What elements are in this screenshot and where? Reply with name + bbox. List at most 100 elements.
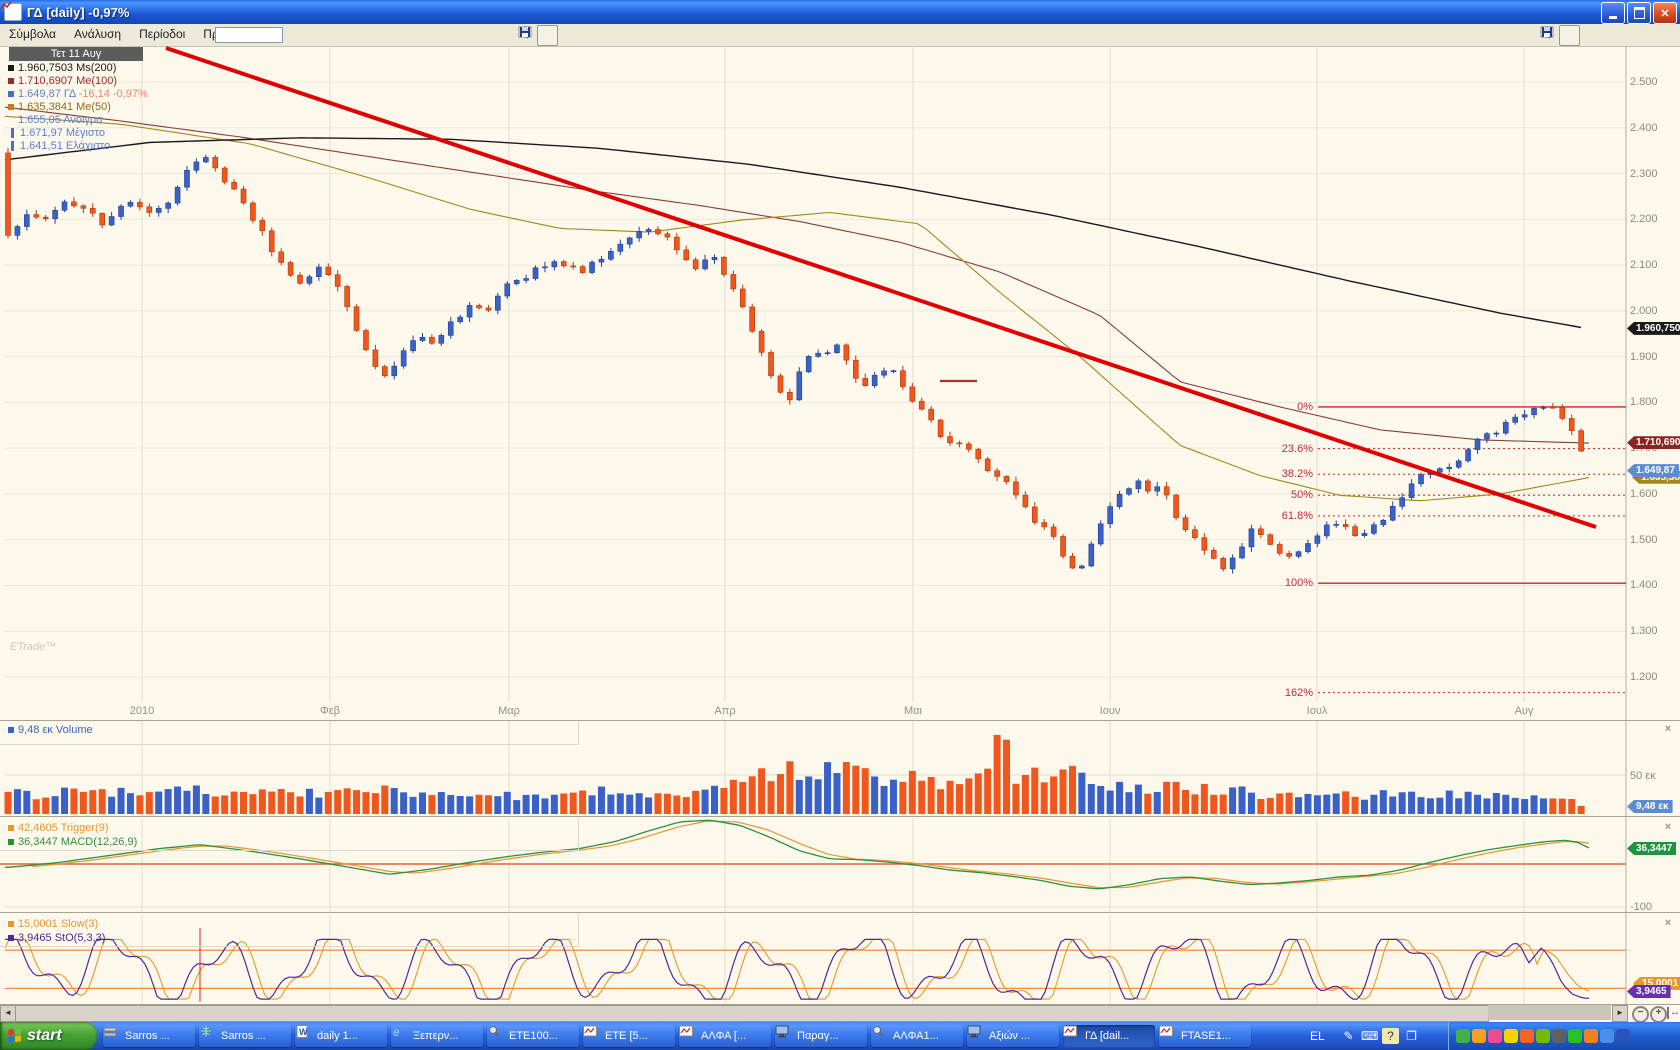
price-tick: 2.200 — [1630, 213, 1658, 226]
scroll-left-arrow[interactable]: ◄ — [0, 1005, 16, 1022]
svg-text:W: W — [299, 1027, 308, 1037]
task-button-Παραγ-[interactable]: Παραγ... — [775, 1025, 867, 1047]
stoch-close-icon[interactable]: × — [1664, 917, 1672, 929]
month-label: 2010 — [129, 705, 155, 717]
task-button-ΓΔ-dail-[interactable]: ΓΔ [dail... — [1063, 1025, 1155, 1047]
nvidia-icon[interactable] — [1536, 1029, 1550, 1043]
task-button-Sarros-[interactable]: Sarros ... — [103, 1025, 195, 1047]
bar-spacing-handle[interactable]: ↔ — [1667, 1007, 1680, 1019]
ie-icon: e — [393, 1025, 409, 1043]
shield-icon[interactable] — [1504, 1029, 1518, 1043]
close-button[interactable]: ✕ — [1653, 2, 1677, 24]
minimize-button[interactable] — [1601, 2, 1625, 24]
scrollbar-track[interactable] — [1488, 1005, 1611, 1020]
price-tick: 1.900 — [1630, 350, 1658, 363]
chart-icon — [583, 1025, 601, 1043]
task-button-ETE100-[interactable]: ETE100... — [487, 1025, 579, 1047]
task-button-Αξι-ν-[interactable]: Αξιών ... — [967, 1025, 1059, 1047]
menu-Σύμβολα[interactable]: Σύμβολα — [9, 27, 56, 41]
language-indicator[interactable]: EL — [1310, 1029, 1325, 1043]
language-bar-icon[interactable]: ⌨ — [1361, 1029, 1379, 1043]
fib-label: 38.2% — [1281, 468, 1313, 481]
monitor-icon — [775, 1025, 793, 1043]
task-button-label: ΑΛΦΑ [... — [701, 1030, 747, 1042]
chart-icon — [1159, 1025, 1177, 1043]
display-icon[interactable] — [1600, 1029, 1614, 1043]
volume-header: 9,48 εκ Volume — [8, 724, 93, 736]
task-button-ΕΤΕ-5-[interactable]: ΕΤΕ [5... — [583, 1025, 675, 1047]
spooler-icon[interactable] — [1472, 1029, 1486, 1043]
fib-label: 23.6% — [1281, 442, 1313, 455]
help-icon[interactable]: ? — [1382, 1028, 1399, 1044]
price-tick: 1.500 — [1630, 533, 1658, 546]
start-button[interactable]: start — [0, 1022, 97, 1050]
macd-axis-label: -100 — [1630, 901, 1653, 913]
sto-marker-icon — [8, 935, 14, 941]
month-label: Ιουλ — [1306, 705, 1328, 717]
health-icon[interactable] — [1488, 1029, 1502, 1043]
legend-text: 1.960,7503 Ms(200) — [18, 62, 117, 74]
alert-icon[interactable] — [1520, 1029, 1534, 1043]
legend-row-3: 1.635,3841 Me(50) — [8, 101, 111, 113]
task-button-Sarros-[interactable]: Sarros ... — [199, 1025, 291, 1047]
zoom-in-button[interactable]: + — [1650, 1006, 1667, 1023]
fib-label: 162% — [1284, 686, 1313, 699]
volume-axis-label: 50 εκ — [1630, 770, 1656, 782]
pen-icon[interactable]: ✎ — [1343, 1029, 1354, 1043]
task-button-FTASE1-[interactable]: FTASE1... — [1159, 1025, 1251, 1047]
axis-tag: 1.649,87 — [1627, 464, 1679, 478]
task-button-ΑΛΦΑ-[interactable]: ΑΛΦΑ [... — [679, 1025, 771, 1047]
fib-label: 100% — [1284, 577, 1313, 590]
phone-icon[interactable] — [1616, 1029, 1630, 1043]
task-button-label: Παραγ... — [797, 1030, 839, 1042]
legend-row-4: 1.655,05 Ανοιγμα — [8, 114, 103, 126]
update-icon[interactable] — [1584, 1029, 1598, 1043]
save-tool-icon[interactable] — [520, 25, 653, 44]
volume-icon[interactable] — [1552, 1029, 1566, 1043]
drawing-toolbar — [518, 25, 653, 46]
task-button-label: FTASE1... — [1181, 1030, 1231, 1042]
legend-bar-icon — [11, 141, 14, 151]
toolbar-restore-icon[interactable]: ❐ — [1406, 1029, 1417, 1043]
month-label: Αυγ — [1514, 705, 1534, 717]
slow-marker-icon — [8, 921, 14, 927]
volume-close-icon[interactable]: × — [1664, 723, 1672, 735]
axis-tag: 1.960,750 — [1627, 321, 1680, 335]
fib-label: 0% — [1297, 400, 1313, 413]
legend-row-1: 1.710,6907 Me(100) — [8, 75, 117, 87]
axis-tag: 9,48 εκ — [1627, 800, 1673, 813]
legend-marker-icon — [8, 78, 14, 84]
legend-text: 1.710,6907 Me(100) — [18, 75, 118, 87]
zoom-out-button[interactable]: − — [1632, 1006, 1649, 1023]
window-titlebar[interactable]: ΓΔ [daily] -0,97% ✕ — [0, 0, 1680, 24]
word-icon: W — [296, 1025, 313, 1043]
network-status-icon[interactable] — [1456, 1029, 1470, 1043]
menu-bar: ΣύμβολαΑνάλυσηΠερίοδοιΠροβολή — [0, 24, 1680, 47]
task-button-ΑΛΦΑ1-[interactable]: ΑΛΦΑ1... — [871, 1025, 963, 1047]
trigger-marker-icon — [8, 825, 14, 831]
restore-button[interactable] — [1627, 2, 1651, 24]
messenger-icon[interactable] — [1568, 1029, 1582, 1043]
month-label: Ιουν — [1099, 705, 1121, 717]
save-tool-icon[interactable] — [1542, 25, 1675, 44]
macd-close-icon[interactable]: × — [1664, 821, 1672, 833]
task-button-Ξεπερν-[interactable]: e Ξεπερν... — [391, 1025, 483, 1047]
fib-label: 61.8% — [1281, 509, 1313, 522]
menu-Ανάλυση[interactable]: Ανάλυση — [74, 27, 122, 41]
scrollbar-thumb[interactable] — [15, 1005, 1489, 1022]
macd-header: 36,3447 MACD(12,26,9) — [8, 836, 137, 848]
chart-icon — [1063, 1025, 1081, 1043]
task-button-label: daily 1... — [317, 1030, 358, 1042]
scroll-right-arrow[interactable]: ► — [1612, 1005, 1628, 1022]
magnifier-icon — [489, 1026, 505, 1043]
price-tick: 2.500 — [1630, 76, 1658, 88]
menu-Περίοδοι[interactable]: Περίοδοι — [139, 27, 186, 41]
legend-text: 1.655,05 Ανοιγμα — [18, 114, 103, 126]
symbol-input[interactable] — [215, 27, 283, 43]
legend-row-5: 1.671,97 Μέγιστο — [8, 127, 105, 139]
windows-flag-icon — [8, 1028, 22, 1043]
price-tick: 1.600 — [1630, 487, 1658, 500]
